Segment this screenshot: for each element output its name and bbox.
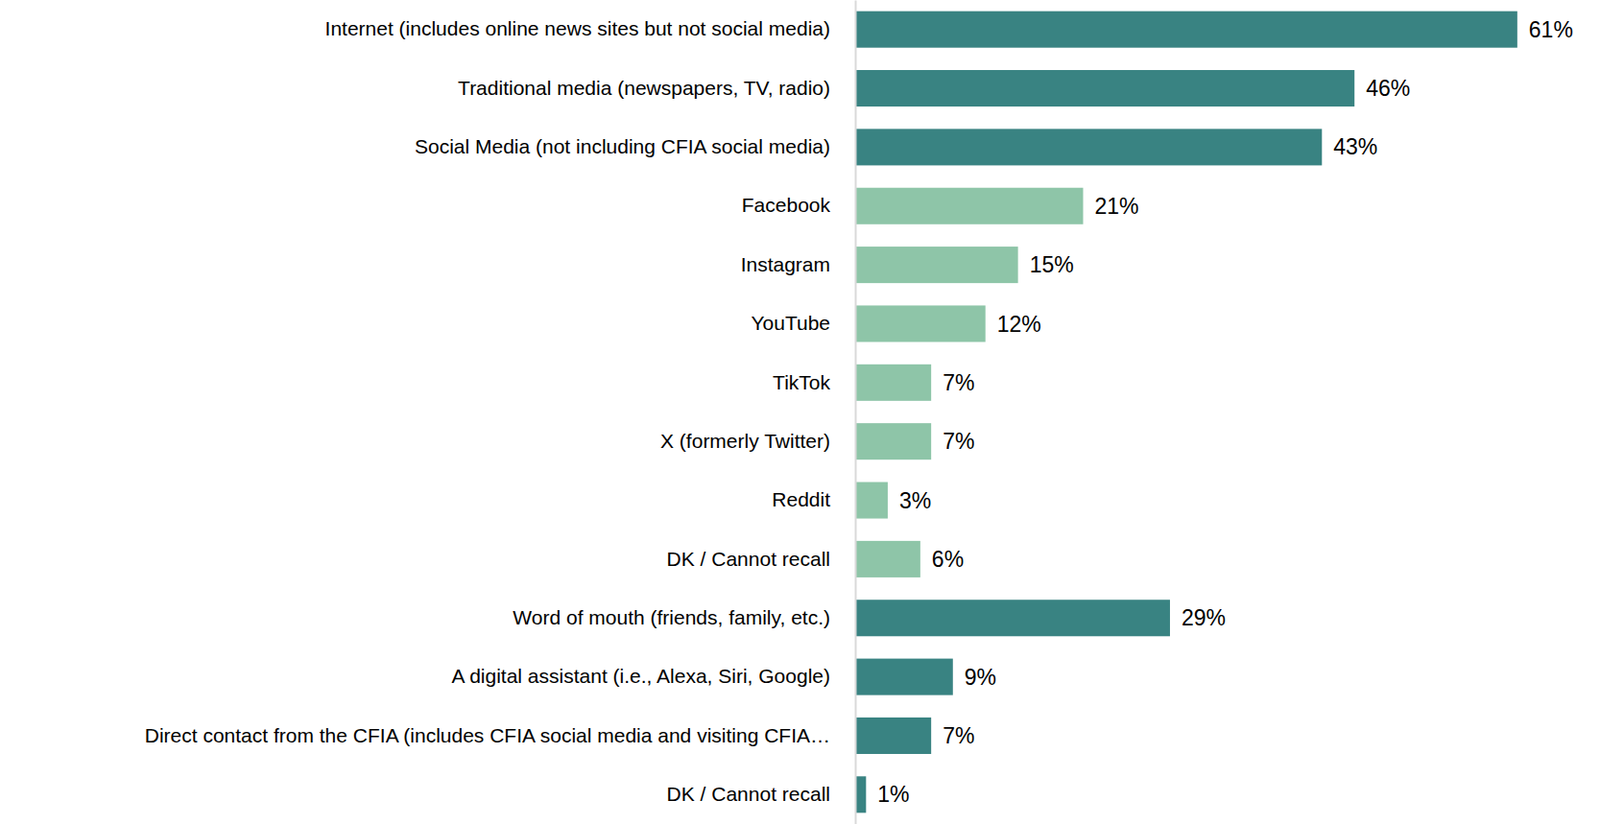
data-labels: 61% 46% 43% 21% 15% 12% 7% 7% 3% 6% 29% 9% 7% 1% xyxy=(877,17,1574,809)
data-label: 9% xyxy=(964,665,997,691)
bar xyxy=(855,776,866,813)
bar xyxy=(855,482,888,520)
bar xyxy=(855,11,1518,48)
tick-label: Word of mouth (friends, family, etc.) xyxy=(512,606,831,629)
tick: Instagram xyxy=(740,253,831,276)
bar xyxy=(855,70,1355,107)
data-label: 7% xyxy=(942,723,975,749)
tick-label: DK / Cannot recall xyxy=(667,783,831,806)
bar xyxy=(855,423,932,460)
tick-label: A digital assistant (i.e., Alexa, Siri, … xyxy=(451,665,831,688)
bar xyxy=(855,305,986,342)
data-label: 21% xyxy=(1094,193,1139,219)
tick: DK / Cannot recall xyxy=(667,783,831,806)
bar xyxy=(855,599,1171,637)
bar xyxy=(855,659,954,696)
tick-label: Direct contact from the CFIA (includes C… xyxy=(144,724,831,747)
tick-label: X (formerly Twitter) xyxy=(660,429,831,453)
tick: Traditional media (newspapers, TV, radio… xyxy=(457,76,831,99)
bar xyxy=(855,717,932,755)
data-label: 46% xyxy=(1365,75,1410,101)
tick-label: TikTok xyxy=(772,371,831,394)
bars xyxy=(855,11,1518,814)
axis-line xyxy=(855,0,858,824)
tick: DK / Cannot recall xyxy=(667,548,831,571)
data-label: 7% xyxy=(942,429,975,454)
chart: Internet (includes online news sites but… xyxy=(0,0,1600,824)
tick: Internet (includes online news sites but… xyxy=(325,17,831,40)
tick-label: Reddit xyxy=(771,488,831,511)
tick-label: DK / Cannot recall xyxy=(667,548,831,571)
tick-label: Instagram xyxy=(740,253,831,276)
tick-label: Internet (includes online news sites but… xyxy=(325,17,831,40)
bar xyxy=(855,246,1019,284)
bar xyxy=(855,364,932,402)
bar xyxy=(855,188,1083,225)
data-label: 7% xyxy=(942,370,975,396)
data-label: 15% xyxy=(1029,252,1075,278)
data-label: 29% xyxy=(1181,605,1226,631)
data-label: 61% xyxy=(1528,17,1574,43)
tick: Direct contact from the CFIA (includes C… xyxy=(144,724,831,747)
bar xyxy=(855,128,1322,166)
tick-label: Traditional media (newspapers, TV, radio… xyxy=(457,76,831,99)
bar xyxy=(855,541,921,578)
data-label: 1% xyxy=(877,782,909,808)
category-axis: Internet (includes online news sites but… xyxy=(144,0,857,824)
tick: TikTok xyxy=(772,371,831,394)
tick: Reddit xyxy=(771,488,831,511)
tick: X (formerly Twitter) xyxy=(660,429,831,453)
tick: Facebook xyxy=(741,193,832,216)
data-label: 6% xyxy=(931,547,964,573)
data-label: 3% xyxy=(899,488,932,514)
tick: Social Media (not including CFIA social … xyxy=(414,135,831,158)
tick-label: YouTube xyxy=(750,311,831,335)
data-label: 12% xyxy=(997,311,1042,337)
tick-label: Facebook xyxy=(741,193,832,216)
data-label: 43% xyxy=(1333,134,1378,160)
tick-label: Social Media (not including CFIA social … xyxy=(414,135,831,158)
tick: Word of mouth (friends, family, etc.) xyxy=(512,606,831,629)
tick: YouTube xyxy=(750,311,831,335)
tick: A digital assistant (i.e., Alexa, Siri, … xyxy=(451,665,831,688)
